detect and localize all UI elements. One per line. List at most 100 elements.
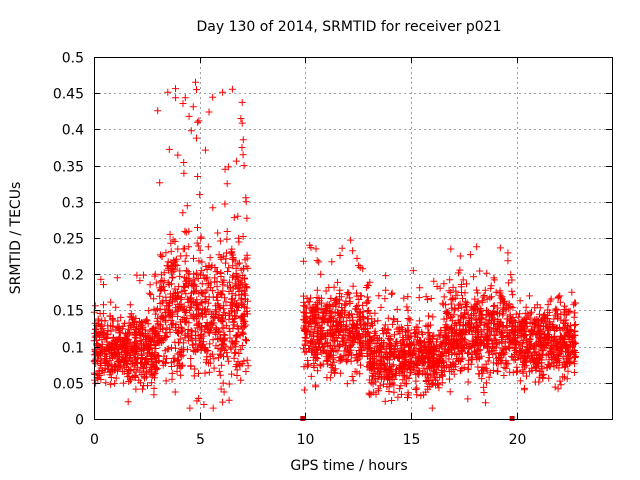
data-point xyxy=(387,345,395,352)
data-point xyxy=(570,357,578,365)
y-tick-label: 0.35 xyxy=(53,160,84,176)
data-point xyxy=(348,310,356,318)
y-tick-label: 0.2 xyxy=(62,268,84,284)
data-point xyxy=(429,359,437,367)
data-point xyxy=(539,374,547,381)
data-point xyxy=(559,325,567,333)
data-point xyxy=(539,347,547,355)
data-point xyxy=(496,349,504,357)
data-point xyxy=(178,361,186,369)
data-point xyxy=(231,297,239,305)
data-point xyxy=(487,347,495,355)
data-point xyxy=(167,317,175,324)
data-point xyxy=(212,330,220,338)
data-point xyxy=(411,326,419,334)
data-point xyxy=(164,302,172,310)
data-point xyxy=(131,333,139,341)
data-point xyxy=(372,362,380,370)
data-point xyxy=(477,327,485,335)
data-point xyxy=(140,372,148,380)
data-point xyxy=(473,286,481,294)
data-point xyxy=(107,322,115,330)
data-point xyxy=(509,291,517,299)
y-tick-label: 0.1 xyxy=(62,341,84,357)
data-point xyxy=(205,368,213,376)
data-point xyxy=(202,322,210,330)
data-point xyxy=(192,348,200,356)
data-point xyxy=(491,332,499,340)
data-point xyxy=(439,333,447,341)
data-point xyxy=(345,351,353,358)
y-tick-label: 0.45 xyxy=(53,87,84,103)
data-point xyxy=(561,308,569,316)
data-point xyxy=(136,368,144,376)
data-point xyxy=(323,360,331,368)
data-point xyxy=(126,301,134,309)
data-point xyxy=(490,276,498,284)
data-point xyxy=(187,362,195,370)
data-point xyxy=(428,404,436,412)
data-point xyxy=(463,280,470,288)
data-point xyxy=(238,98,246,106)
data-point xyxy=(546,297,554,305)
data-point xyxy=(323,356,331,364)
data-point xyxy=(374,317,382,325)
data-point xyxy=(533,360,541,368)
data-point xyxy=(510,317,518,325)
data-point xyxy=(238,342,246,349)
data-point xyxy=(474,289,482,297)
data-point xyxy=(360,326,368,333)
data-point xyxy=(488,337,496,345)
data-point xyxy=(146,289,153,297)
data-point xyxy=(223,353,231,361)
data-point xyxy=(198,267,206,275)
data-point xyxy=(317,270,325,278)
data-point xyxy=(464,311,472,319)
data-point xyxy=(440,358,447,366)
data-point xyxy=(187,312,195,320)
data-point xyxy=(126,354,133,362)
data-point xyxy=(165,145,173,153)
x-tick-label: 15 xyxy=(403,432,421,448)
data-point xyxy=(413,384,421,392)
data-point xyxy=(149,327,157,335)
data-point xyxy=(345,289,353,297)
data-point xyxy=(512,326,519,334)
data-point xyxy=(221,200,229,208)
data-point xyxy=(418,342,426,350)
data-point xyxy=(398,368,406,376)
data-point xyxy=(465,345,473,353)
data-point xyxy=(202,275,210,283)
data-point xyxy=(446,388,454,396)
data-point xyxy=(464,395,472,403)
data-point xyxy=(136,277,144,285)
data-point xyxy=(196,191,204,199)
data-point xyxy=(493,359,500,367)
data-point xyxy=(240,303,248,311)
data-point xyxy=(319,332,327,340)
data-point xyxy=(379,330,387,338)
data-point xyxy=(195,117,203,125)
data-point xyxy=(156,284,164,292)
data-point xyxy=(217,385,225,393)
data-point xyxy=(368,372,376,380)
data-point xyxy=(433,335,441,343)
data-point xyxy=(357,361,364,369)
data-point xyxy=(355,296,363,303)
data-point xyxy=(440,280,448,288)
data-point xyxy=(455,350,463,358)
data-point xyxy=(137,341,145,349)
data-point xyxy=(203,305,211,313)
data-point xyxy=(519,342,526,350)
data-point xyxy=(101,346,108,354)
data-point xyxy=(301,302,309,310)
data-point xyxy=(241,256,249,264)
data-point xyxy=(371,365,378,373)
data-point xyxy=(450,330,458,338)
data-point xyxy=(312,354,320,362)
data-point xyxy=(366,363,374,371)
data-point xyxy=(539,314,547,322)
data-point xyxy=(399,337,407,345)
data-point xyxy=(433,283,441,290)
data-point xyxy=(490,325,498,333)
